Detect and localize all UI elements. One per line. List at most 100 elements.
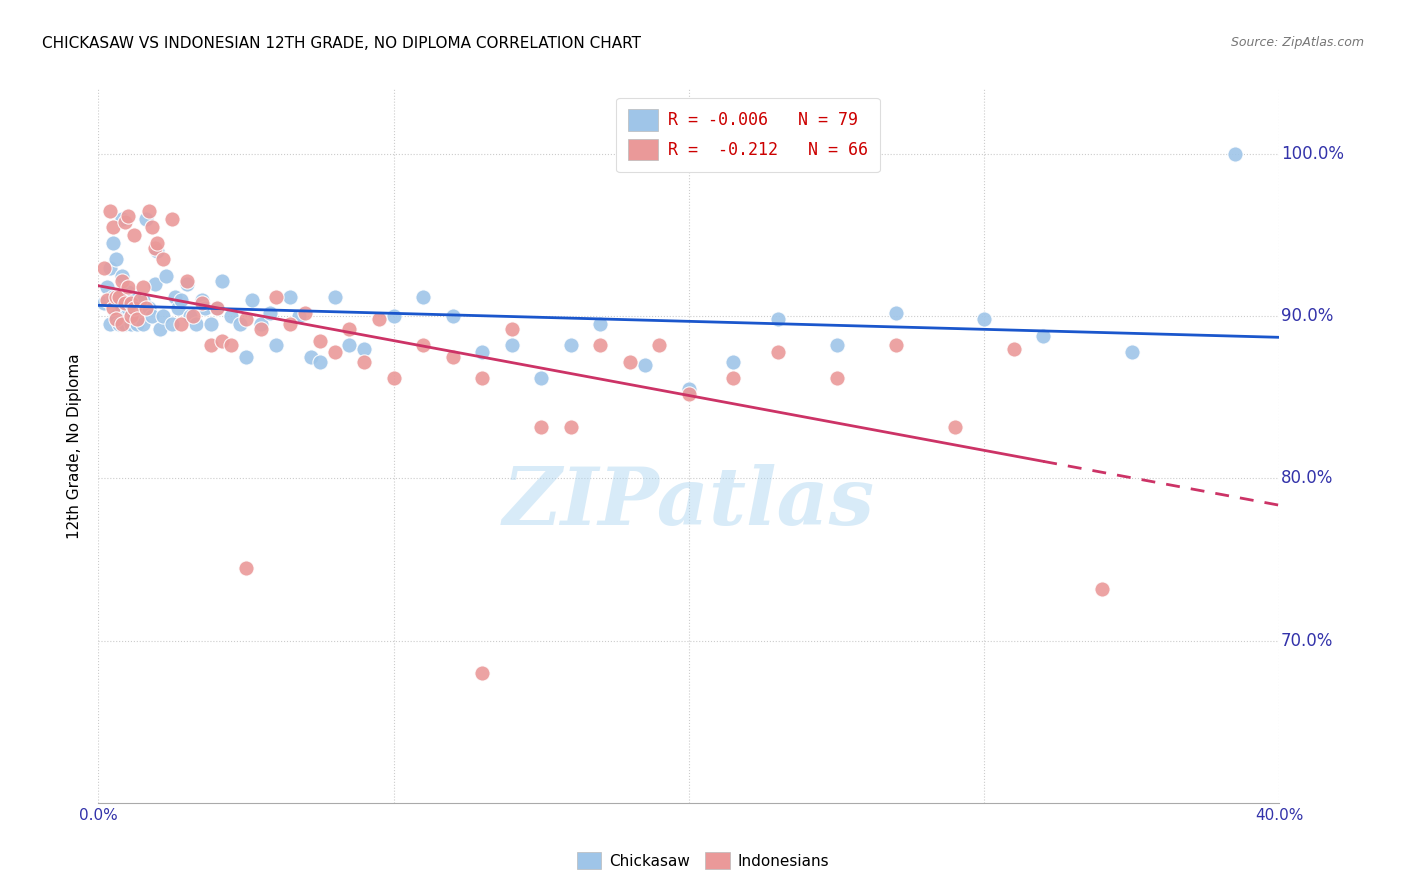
Point [323,345,346,359]
Point [114,293,136,307]
Point [766,312,789,326]
Point [167,301,190,315]
Point [170,318,193,332]
Point [229,318,252,332]
Point [471,666,494,681]
Point [194,301,217,315]
Point [105,312,128,326]
Point [278,318,302,332]
Point [501,338,523,352]
Point [530,419,553,434]
Point [125,312,148,326]
Point [155,268,177,283]
Point [235,350,257,364]
Point [766,345,789,359]
Point [141,310,163,324]
Point [141,220,163,235]
Point [162,211,183,226]
Point [353,354,375,368]
Point [176,274,198,288]
Point [648,338,671,352]
Point [138,203,160,218]
Point [412,338,434,352]
Point [721,354,744,368]
Point [120,318,142,332]
Point [165,290,187,304]
Point [103,290,125,304]
Point [111,268,134,283]
Point [128,293,150,307]
Text: 80.0%: 80.0% [1281,469,1333,487]
Point [1223,147,1246,161]
Point [98,318,121,332]
Point [191,296,214,310]
Point [96,280,118,294]
Legend: Chickasaw, Indonesians: Chickasaw, Indonesians [571,846,835,875]
Point [135,211,157,226]
Text: 70.0%: 70.0% [1281,632,1333,649]
Point [143,241,166,255]
Point [323,290,346,304]
Point [973,312,995,326]
Point [120,310,142,324]
Point [235,560,257,574]
Point [471,345,494,359]
Point [1002,342,1025,356]
Point [138,301,160,315]
Point [1121,345,1143,359]
Point [191,293,214,307]
Point [219,338,242,352]
Point [264,290,287,304]
Point [441,310,464,324]
Point [264,338,287,352]
Text: 90.0%: 90.0% [1281,307,1333,326]
Point [96,293,118,307]
Point [125,318,148,332]
Point [200,338,222,352]
Point [146,236,169,251]
Point [146,244,169,259]
Point [288,310,311,324]
Point [105,290,128,304]
Point [117,209,139,223]
Point [309,334,332,348]
Point [278,290,302,304]
Point [93,260,115,275]
Point [117,280,139,294]
Point [382,371,405,385]
Text: 100.0%: 100.0% [1281,145,1344,163]
Point [200,318,222,332]
Point [176,277,198,291]
Point [98,203,121,218]
Y-axis label: 12th Grade, No Diploma: 12th Grade, No Diploma [67,353,83,539]
Point [560,419,582,434]
Point [111,274,134,288]
Point [1032,328,1054,343]
Point [235,312,257,326]
Point [633,358,655,372]
Point [111,301,134,315]
Point [170,293,193,307]
Point [111,211,134,226]
Point [103,236,125,251]
Point [103,220,125,235]
Point [884,338,907,352]
Legend: R = -0.006   N = 79, R =  -0.212   N = 66: R = -0.006 N = 79, R = -0.212 N = 66 [616,97,880,172]
Point [152,310,174,324]
Point [205,301,228,315]
Point [240,293,263,307]
Point [108,290,131,304]
Point [149,322,172,336]
Point [93,296,115,310]
Point [884,306,907,320]
Point [353,342,375,356]
Point [211,334,233,348]
Point [619,354,641,368]
Point [132,318,155,332]
Point [152,252,174,267]
Point [181,310,204,324]
Point [412,290,434,304]
Point [114,215,136,229]
Point [143,277,166,291]
Point [259,306,281,320]
